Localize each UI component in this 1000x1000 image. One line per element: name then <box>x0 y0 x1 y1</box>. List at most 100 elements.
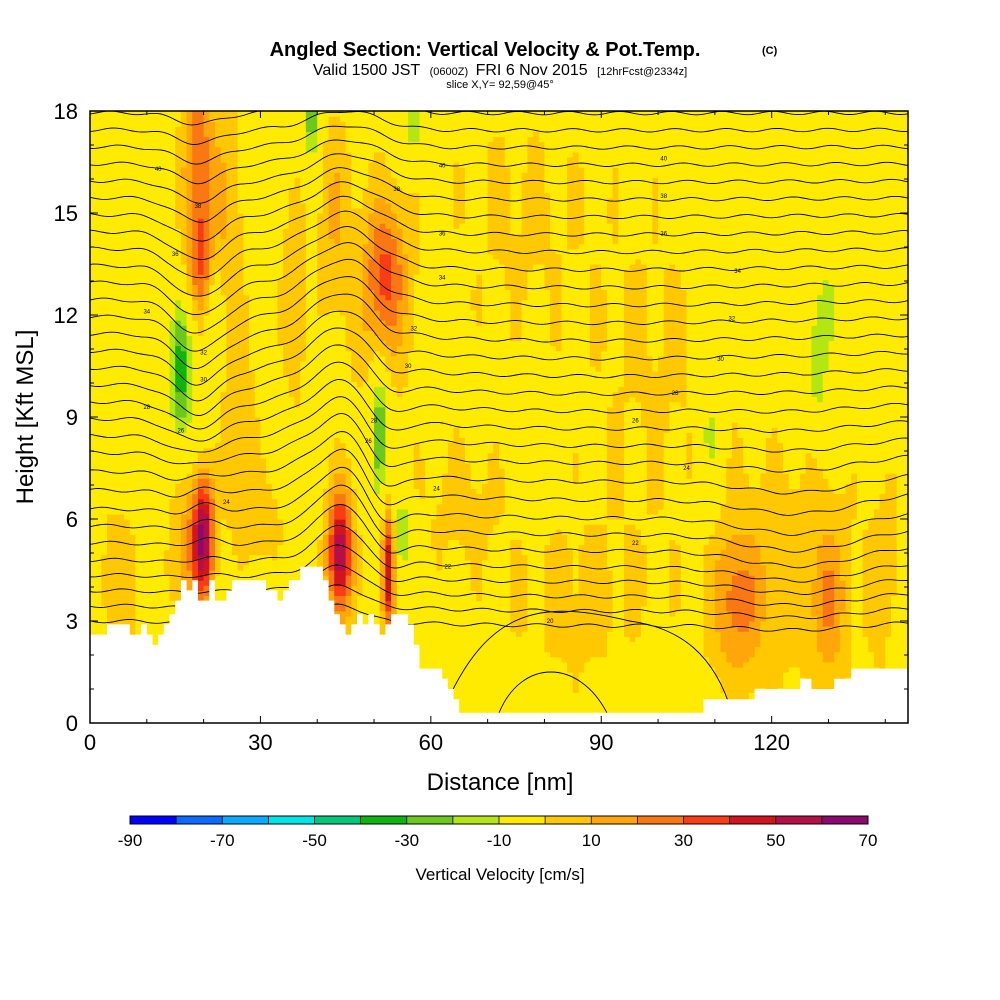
velocity-cell <box>101 325 108 331</box>
velocity-cell <box>118 447 125 454</box>
velocity-cell <box>135 299 142 306</box>
velocity-cell <box>294 218 301 224</box>
velocity-cell <box>209 355 216 362</box>
velocity-cell <box>163 228 171 234</box>
velocity-cell <box>283 371 290 377</box>
velocity-cell <box>152 279 159 285</box>
velocity-cell <box>175 335 182 342</box>
velocity-cell <box>90 371 97 377</box>
velocity-cell <box>180 248 188 255</box>
velocity-cell <box>152 478 159 484</box>
velocity-cell <box>163 325 171 331</box>
velocity-cell <box>214 478 222 484</box>
velocity-cell <box>283 513 290 520</box>
velocity-cell <box>254 452 262 459</box>
velocity-cell <box>249 274 256 280</box>
velocity-cell <box>146 473 154 479</box>
velocity-cell <box>209 473 216 479</box>
velocity-cell <box>163 396 171 403</box>
velocity-cell <box>112 564 119 571</box>
velocity-cell <box>90 493 97 500</box>
velocity-cell <box>107 488 114 495</box>
velocity-cell <box>180 258 188 265</box>
velocity-cell <box>118 258 125 265</box>
velocity-cell <box>186 167 193 173</box>
velocity-cell <box>107 162 114 168</box>
velocity-cell <box>249 529 256 535</box>
velocity-cell <box>243 218 250 224</box>
velocity-cell <box>214 228 222 234</box>
velocity-cell <box>163 151 171 158</box>
velocity-cell <box>186 366 193 372</box>
velocity-cell <box>294 381 301 387</box>
velocity-cell <box>186 417 193 423</box>
velocity-cell <box>203 564 210 571</box>
velocity-cell <box>266 417 273 423</box>
velocity-cell <box>203 146 210 153</box>
velocity-cell <box>254 121 262 127</box>
velocity-cell <box>186 111 193 117</box>
velocity-cell <box>288 473 296 479</box>
velocity-cell <box>214 401 222 408</box>
velocity-cell <box>101 192 108 199</box>
velocity-cell <box>266 121 273 127</box>
velocity-cell <box>260 503 267 510</box>
velocity-cell <box>192 197 199 204</box>
velocity-cell <box>124 493 131 500</box>
velocity-cell <box>254 401 262 408</box>
velocity-cell <box>112 187 119 194</box>
velocity-cell <box>237 473 244 479</box>
velocity-cell <box>146 202 154 209</box>
velocity-cell <box>311 513 318 520</box>
velocity-cell <box>226 534 233 540</box>
velocity-cell <box>237 315 244 321</box>
velocity-cell <box>305 519 313 525</box>
velocity-cell <box>237 381 244 387</box>
velocity-cell <box>305 478 313 484</box>
velocity-cell <box>152 360 159 367</box>
velocity-cell <box>226 396 233 403</box>
velocity-cell <box>203 575 210 581</box>
velocity-cell <box>112 519 119 525</box>
velocity-cell <box>101 478 108 484</box>
velocity-cell <box>214 437 222 444</box>
velocity-cell <box>288 279 296 285</box>
velocity-cell <box>129 156 137 163</box>
velocity-cell <box>249 207 256 214</box>
velocity-cell <box>152 605 159 612</box>
velocity-cell <box>118 264 125 270</box>
velocity-cell <box>152 615 159 622</box>
velocity-cell <box>163 279 171 285</box>
velocity-cell <box>226 493 233 500</box>
velocity-cell <box>214 274 222 280</box>
velocity-cell <box>158 391 165 398</box>
velocity-cell <box>317 325 324 331</box>
velocity-cell <box>175 187 182 194</box>
velocity-cell <box>214 167 222 173</box>
velocity-cell <box>141 605 148 612</box>
velocity-cell <box>220 386 227 393</box>
velocity-cell <box>203 498 210 505</box>
velocity-cell <box>254 391 262 398</box>
velocity-cell <box>226 564 233 571</box>
velocity-cell <box>135 621 142 627</box>
velocity-cell <box>243 233 250 240</box>
velocity-cell <box>294 396 301 403</box>
velocity-cell <box>135 452 142 459</box>
velocity-cell <box>152 162 159 168</box>
velocity-cell <box>107 386 114 393</box>
velocity-cell <box>254 544 262 551</box>
velocity-cell <box>192 167 199 173</box>
velocity-cell <box>141 432 148 438</box>
velocity-cell <box>237 156 244 163</box>
velocity-cell <box>118 621 125 627</box>
velocity-cell <box>192 396 199 403</box>
velocity-cell <box>254 371 262 377</box>
velocity-cell <box>214 544 222 551</box>
velocity-cell <box>220 162 227 168</box>
velocity-cell <box>260 187 267 194</box>
velocity-cell <box>266 187 273 194</box>
velocity-cell <box>124 590 131 597</box>
velocity-cell <box>186 192 193 199</box>
velocity-cell <box>322 483 330 489</box>
